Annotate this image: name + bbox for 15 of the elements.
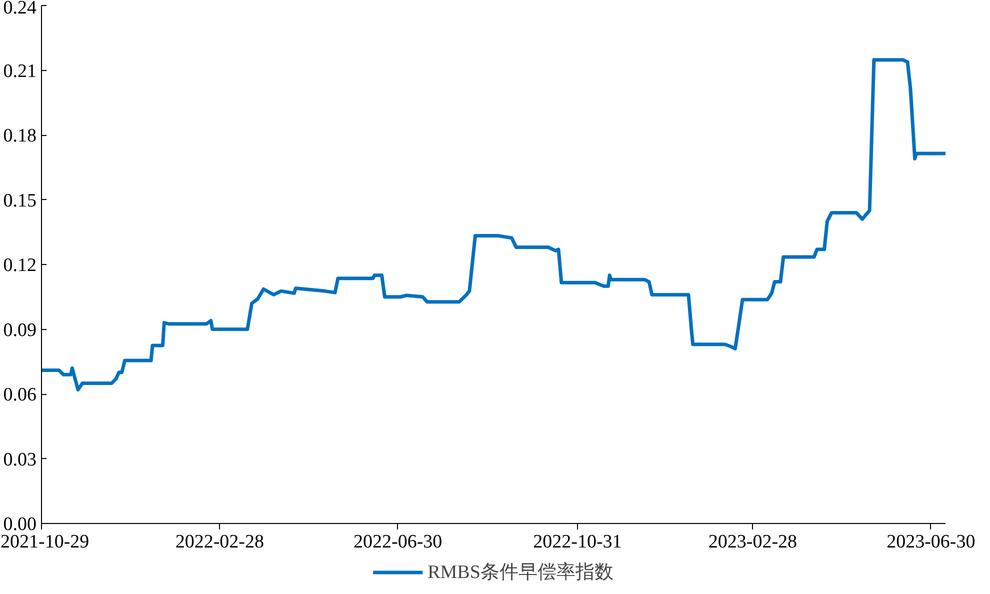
y-tick-label: 0.09 (3, 320, 36, 341)
x-tick-label: 2022-06-30 (354, 532, 442, 552)
y-tick-label: 0.12 (3, 255, 36, 276)
x-tick-label: 2022-02-28 (175, 532, 264, 552)
line-series (42, 58, 946, 392)
y-tick-label: 0.24 (3, 0, 37, 18)
y-tick-label: 0.15 (3, 190, 36, 212)
y-tick-label: 0.03 (3, 449, 36, 470)
x-tick-label: 2023-06-30 (886, 532, 976, 552)
y-tick-label: 0.21 (3, 60, 36, 82)
y-tick-label: 0.18 (3, 126, 36, 146)
legend-label: RMBS条件早偿率指数 (428, 561, 614, 585)
x-tick-label: 2023-02-28 (708, 532, 798, 552)
y-tick-label: 0.06 (3, 384, 36, 406)
x-tick-label: 2022-10-31 (533, 532, 622, 552)
